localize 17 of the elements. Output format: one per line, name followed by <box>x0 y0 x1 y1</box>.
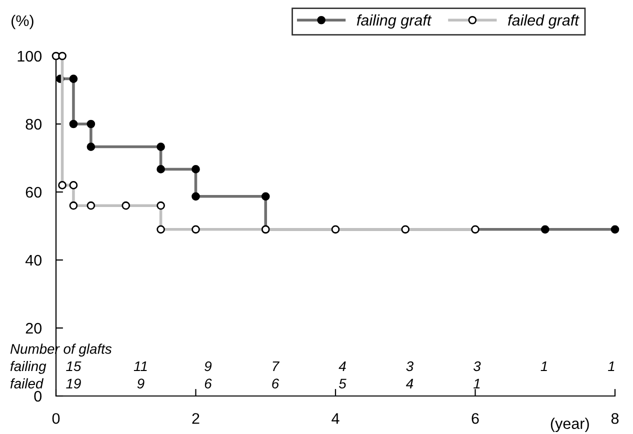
x-tick-label: 2 <box>192 413 200 424</box>
x-tick-label: 4 <box>332 413 340 424</box>
x-tick-label: 8 <box>611 413 619 424</box>
y-tick-label: 20 <box>26 322 42 334</box>
x-tick-label: 6 <box>472 413 479 424</box>
legend-label: failing graft <box>356 14 432 29</box>
text: failed 19 9 6 6 5 4 1 <box>10 378 480 389</box>
y-axis-title: (%) <box>12 14 34 30</box>
y-tick-label: 40 <box>25 254 42 266</box>
legend-label: failed graft <box>508 14 580 29</box>
y-tick-label: 0 <box>34 390 42 402</box>
text: failing 15 11 9 7 4 3 3 1 1 <box>10 360 614 374</box>
x-tick-label: 0 <box>52 413 60 424</box>
y-tick-label: 60 <box>26 186 42 198</box>
x-axis-title: (year) <box>550 418 589 432</box>
y-tick-label: 80 <box>26 118 42 130</box>
y-tick-label: 100 <box>18 50 42 62</box>
